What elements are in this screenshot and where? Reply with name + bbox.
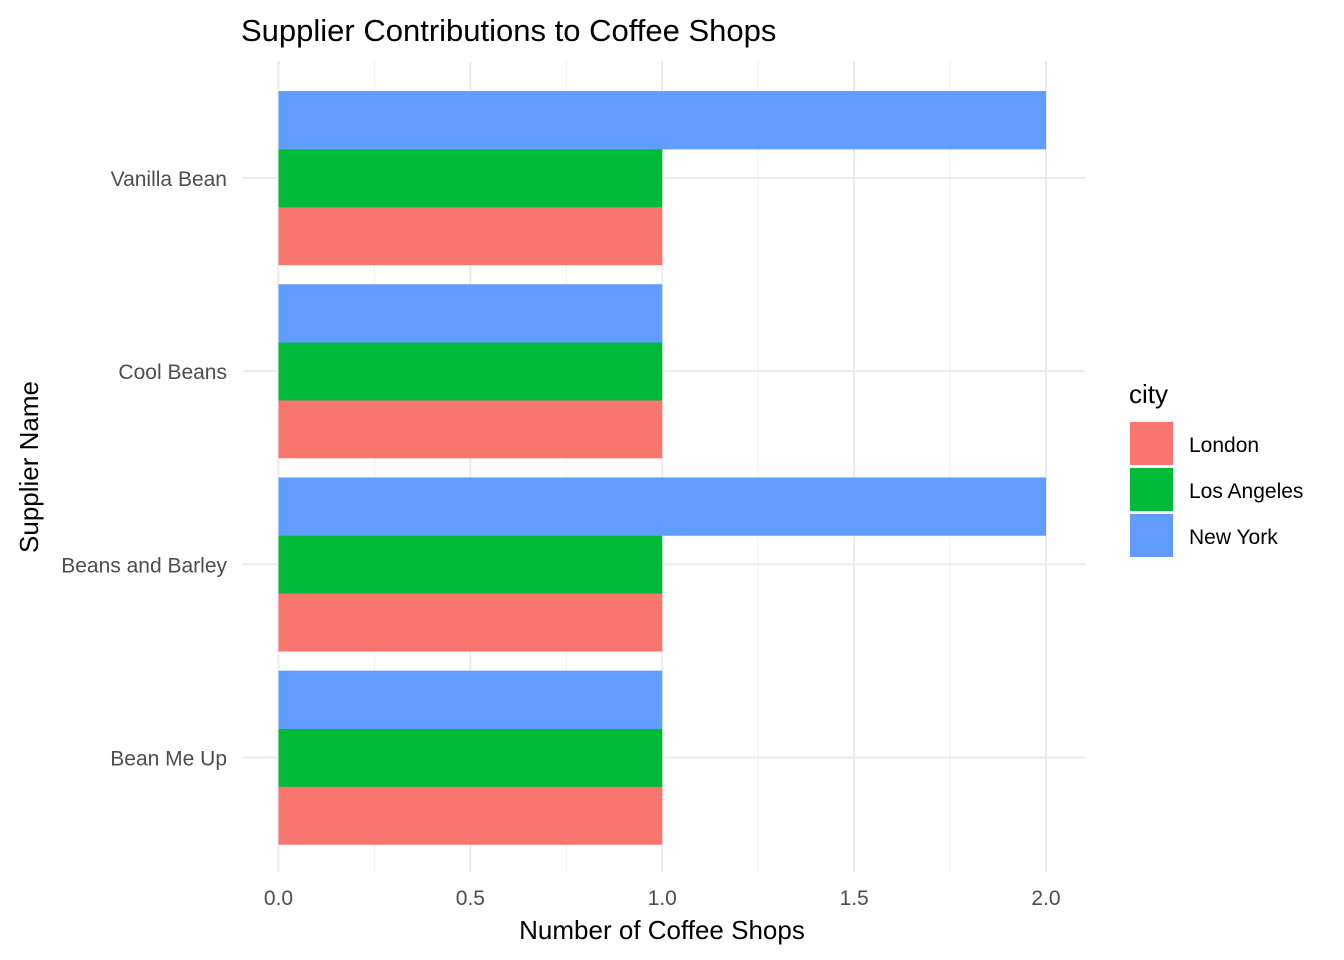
y-axis-title: Supplier Name xyxy=(14,381,44,553)
y-axis-ticks: Bean Me Up Beans and Barley Cool Beans Vani… xyxy=(61,168,227,771)
legend-label: London xyxy=(1189,434,1259,457)
x-tick-label: 1.5 xyxy=(840,887,869,910)
legend-label: Los Angeles xyxy=(1189,480,1303,503)
bar xyxy=(278,477,1046,536)
legend-title: city xyxy=(1129,379,1168,409)
x-tick-label: 0.5 xyxy=(456,887,485,910)
x-axis-ticks: 0.0 0.5 1.0 1.5 2.0 xyxy=(264,887,1061,910)
bar xyxy=(278,535,663,594)
bar xyxy=(278,728,663,787)
bar xyxy=(278,593,663,652)
bar xyxy=(278,400,663,459)
legend-key xyxy=(1130,514,1173,557)
y-tick-label: Bean Me Up xyxy=(110,748,227,771)
legend-key xyxy=(1130,422,1173,465)
legend-key xyxy=(1130,468,1173,511)
bar xyxy=(278,206,663,266)
x-tick-label: 0.0 xyxy=(264,887,293,910)
legend-label: New York xyxy=(1189,526,1278,549)
legend: city London Los Angeles New York xyxy=(1129,379,1303,557)
bars xyxy=(278,91,1046,845)
y-tick-label: Vanilla Bean xyxy=(111,168,227,191)
bar xyxy=(278,148,663,208)
bar xyxy=(278,342,663,401)
chart-title: Supplier Contributions to Coffee Shops xyxy=(241,13,776,48)
bar xyxy=(278,284,663,343)
bar xyxy=(278,91,1046,150)
x-tick-label: 1.0 xyxy=(648,887,677,910)
y-tick-label: Beans and Barley xyxy=(61,554,227,577)
x-tick-label: 2.0 xyxy=(1031,887,1060,910)
x-axis-title: Number of Coffee Shops xyxy=(519,915,805,945)
y-tick-label: Cool Beans xyxy=(118,361,227,384)
bar xyxy=(278,786,663,845)
bar xyxy=(278,670,663,729)
